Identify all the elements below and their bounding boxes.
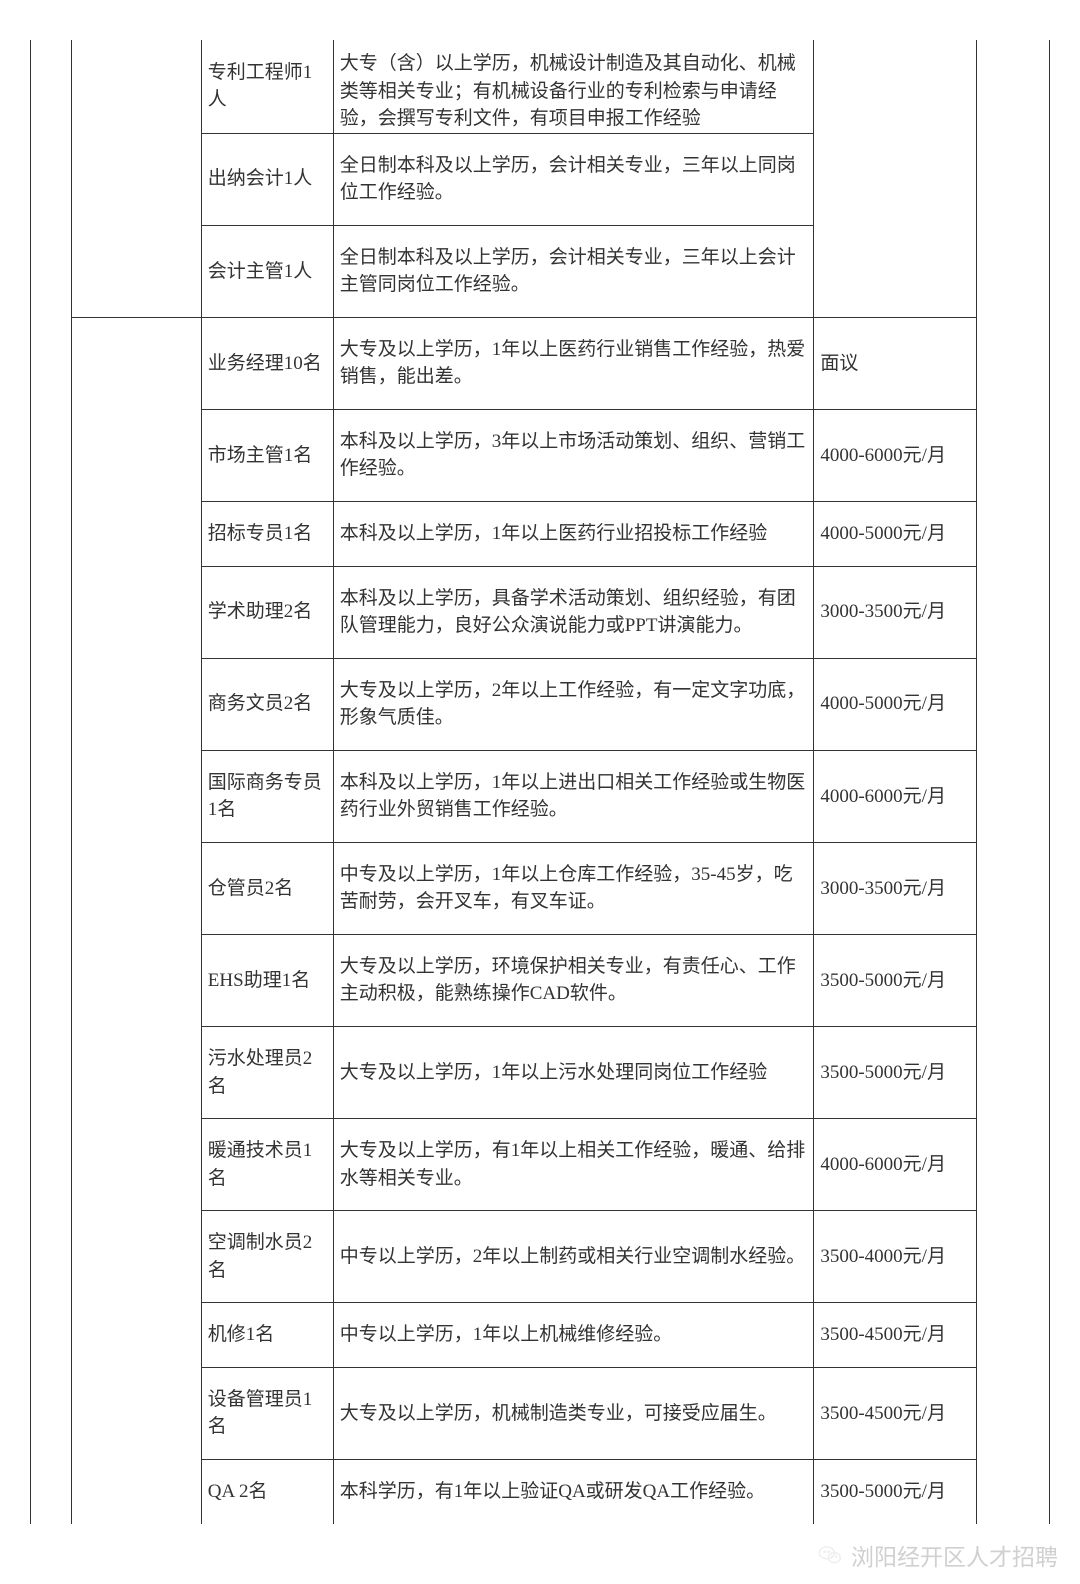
position-cell: 暖通技术员1名 [201, 1119, 333, 1211]
requirement-cell: 本科及以上学历，具备学术活动策划、组织经验，有团队管理能力，良好公众演说能力或P… [333, 566, 814, 658]
position-cell: 市场主管1名 [201, 409, 333, 501]
requirement-cell: 中专及以上学历，1年以上仓库工作经验，35-45岁，吃苦耐劳，会开叉车，有叉车证… [333, 842, 814, 934]
watermark: 浏阳经开区人才招聘 [817, 1538, 1058, 1572]
position-cell: 会计主管1人 [201, 225, 333, 317]
salary-cell: 3500-4500元/月 [814, 1303, 977, 1368]
requirement-cell: 本科及以上学历，1年以上医药行业招投标工作经验 [333, 502, 814, 567]
salary-cell: 4000-5000元/月 [814, 658, 977, 750]
requirement-cell: 中专以上学历，1年以上机械维修经验。 [333, 1303, 814, 1368]
requirement-cell: 本科及以上学历，3年以上市场活动策划、组织、营销工作经验。 [333, 409, 814, 501]
position-cell: 招标专员1名 [201, 502, 333, 567]
table-row: 专利工程师1人大专（含）以上学历，机械设计制造及其自动化、机械类等相关专业；有机… [31, 40, 1050, 133]
position-cell: 业务经理10名 [201, 317, 333, 409]
requirement-cell: 大专及以上学历，有1年以上相关工作经验，暖通、给排水等相关专业。 [333, 1119, 814, 1211]
requirement-cell: 大专及以上学历，机械制造类专业，可接受应届生。 [333, 1367, 814, 1459]
position-cell: EHS助理1名 [201, 934, 333, 1026]
requirement-cell: 大专及以上学历，环境保护相关专业，有责任心、工作主动积极，能熟练操作CAD软件。 [333, 934, 814, 1026]
requirement-cell: 全日制本科及以上学历，会计相关专业，三年以上同岗位工作经验。 [333, 133, 814, 225]
requirement-cell: 大专（含）以上学历，机械设计制造及其自动化、机械类等相关专业；有机械设备行业的专… [333, 40, 814, 133]
position-cell: 空调制水员2名 [201, 1211, 333, 1303]
salary-cell: 4000-6000元/月 [814, 750, 977, 842]
position-cell: 仓管员2名 [201, 842, 333, 934]
salary-cell: 3500-5000元/月 [814, 934, 977, 1026]
position-cell: 出纳会计1人 [201, 133, 333, 225]
requirement-cell: 大专及以上学历，1年以上污水处理同岗位工作经验 [333, 1027, 814, 1119]
position-cell: 设备管理员1名 [201, 1367, 333, 1459]
watermark-text: 浏阳经开区人才招聘 [851, 1538, 1058, 1572]
salary-cell: 3500-5000元/月 [814, 1027, 977, 1119]
merged-col-b-group1 [72, 40, 202, 317]
salary-cell: 3500-5000元/月 [814, 1459, 977, 1523]
salary-cell: 3000-3500元/月 [814, 566, 977, 658]
salary-cell: 4000-6000元/月 [814, 409, 977, 501]
requirement-cell: 大专及以上学历，2年以上工作经验，有一定文字功底，形象气质佳。 [333, 658, 814, 750]
salary-cell: 3000-3500元/月 [814, 842, 977, 934]
salary-cell: 3500-4500元/月 [814, 1367, 977, 1459]
position-cell: 污水处理员2名 [201, 1027, 333, 1119]
requirement-cell: 全日制本科及以上学历，会计相关专业，三年以上会计主管同岗位工作经验。 [333, 225, 814, 317]
merged-col-b-group2 [72, 317, 202, 1523]
position-cell: 机修1名 [201, 1303, 333, 1368]
merged-col-a [31, 40, 72, 1524]
position-cell: 国际商务专员1名 [201, 750, 333, 842]
wechat-icon [817, 1542, 843, 1568]
requirement-cell: 本科及以上学历，1年以上进出口相关工作经验或生物医药行业外贸销售工作经验。 [333, 750, 814, 842]
requirement-cell: 中专以上学历，2年以上制药或相关行业空调制水经验。 [333, 1211, 814, 1303]
position-cell: 专利工程师1人 [201, 40, 333, 133]
salary-cell-merged [814, 40, 977, 317]
salary-cell: 4000-5000元/月 [814, 502, 977, 567]
recruitment-table: 专利工程师1人大专（含）以上学历，机械设计制造及其自动化、机械类等相关专业；有机… [30, 40, 1050, 1524]
table-row: 业务经理10名大专及以上学历，1年以上医药行业销售工作经验，热爱销售，能出差。面… [31, 317, 1050, 409]
merged-col-end [976, 40, 1049, 1524]
requirement-cell: 大专及以上学历，1年以上医药行业销售工作经验，热爱销售，能出差。 [333, 317, 814, 409]
salary-cell: 面议 [814, 317, 977, 409]
salary-cell: 3500-4000元/月 [814, 1211, 977, 1303]
position-cell: 商务文员2名 [201, 658, 333, 750]
requirement-cell: 本科学历，有1年以上验证QA或研发QA工作经验。 [333, 1459, 814, 1523]
position-cell: 学术助理2名 [201, 566, 333, 658]
position-cell: QA 2名 [201, 1459, 333, 1523]
salary-cell: 4000-6000元/月 [814, 1119, 977, 1211]
